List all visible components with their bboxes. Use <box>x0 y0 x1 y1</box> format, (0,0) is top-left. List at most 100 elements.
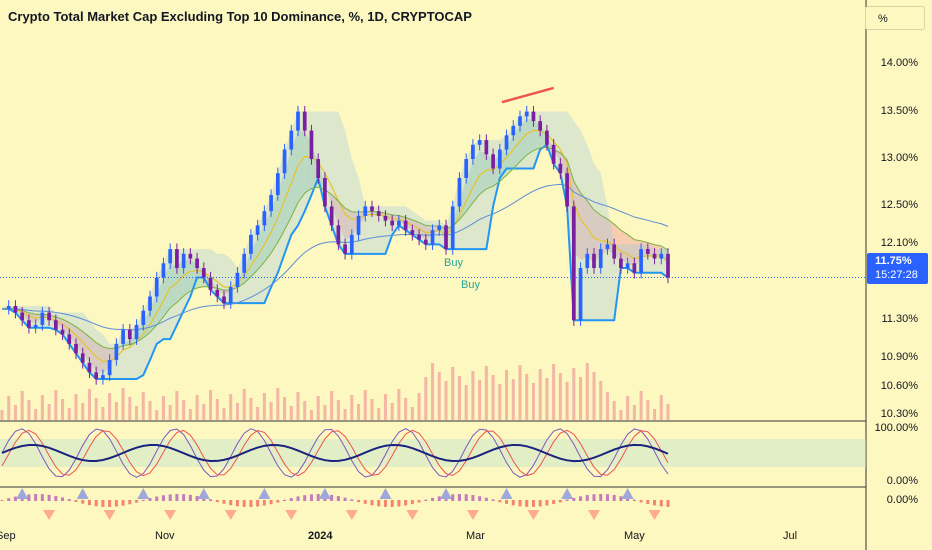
volume-bar <box>639 391 643 420</box>
last-price-value: 11.75% <box>875 255 912 267</box>
candle-body <box>27 320 31 328</box>
candle-body <box>464 159 469 178</box>
volume-bar <box>121 388 125 420</box>
candle-body <box>504 135 509 150</box>
candle-body <box>67 334 72 344</box>
momentum-down-marker <box>345 510 358 520</box>
momentum-bar <box>61 497 65 501</box>
moving-average-lines <box>1 130 669 363</box>
momentum-bar <box>235 500 239 507</box>
volume-bar <box>451 367 455 420</box>
candle-body <box>484 140 489 155</box>
candle-body <box>659 253 664 259</box>
volume-bar <box>579 377 583 420</box>
momentum-bar <box>309 494 313 501</box>
ribbon-segment <box>580 192 588 261</box>
ma-long-line <box>1 183 669 331</box>
volume-bar <box>404 398 408 420</box>
volume-bar <box>74 394 78 420</box>
candle-body <box>625 263 630 269</box>
momentum-bar <box>565 499 569 501</box>
ribbon-segment <box>69 322 76 346</box>
momentum-bar <box>262 500 266 506</box>
momentum-bar <box>357 500 361 503</box>
volume-bar <box>390 403 394 420</box>
momentum-bar <box>148 498 152 501</box>
candle-body <box>477 140 482 145</box>
y-tick-label: 10.90% <box>880 351 918 364</box>
candle-body <box>154 277 159 297</box>
momentum-bar <box>54 495 58 501</box>
candle-body <box>565 173 569 207</box>
volume-bar <box>0 410 4 420</box>
candle-body <box>168 249 173 264</box>
volume-bar <box>538 369 542 420</box>
momentum-bar <box>283 499 287 501</box>
volume-bar <box>283 397 287 420</box>
y-tick-label: 11.30% <box>881 313 919 326</box>
kumo-cloud <box>2 111 669 380</box>
volume-bar <box>383 394 387 420</box>
volume-bar <box>350 395 354 420</box>
momentum-down-marker <box>164 510 177 520</box>
momentum-bar <box>457 494 461 501</box>
volume-bar <box>262 393 266 420</box>
candle-body <box>188 253 193 259</box>
momentum-bar <box>40 494 44 501</box>
candle-body <box>430 230 435 245</box>
volume-bars <box>0 363 670 420</box>
candle-body <box>390 220 395 226</box>
ribbon-segment <box>459 179 467 220</box>
momentum-bar <box>437 496 441 501</box>
momentum-bar <box>343 497 347 501</box>
candle-body <box>6 305 11 309</box>
momentum-bar <box>363 500 367 504</box>
candle-body <box>605 244 610 250</box>
y-tick-label: 13.00% <box>880 152 918 165</box>
momentum-down-marker <box>466 510 479 520</box>
unit-selector-button[interactable]: % <box>865 6 925 30</box>
ribbon-segment <box>587 200 594 263</box>
ribbon-segment <box>472 151 480 203</box>
volume-bar <box>94 398 98 420</box>
candle-body <box>585 253 590 269</box>
momentum-bar <box>168 494 172 501</box>
momentum-up-marker <box>318 488 331 499</box>
volume-bar <box>632 405 636 420</box>
volume-bar <box>161 396 165 420</box>
candle-body <box>349 234 354 254</box>
candle-body <box>53 320 58 330</box>
ribbon-segment <box>298 130 305 203</box>
momentum-bar <box>296 496 300 501</box>
buy-signal-label: Buy <box>444 257 463 269</box>
volume-bar <box>67 408 71 420</box>
ribbon-segment <box>520 118 527 162</box>
candle-body <box>598 249 603 269</box>
volume-bar <box>505 370 509 420</box>
volume-bar <box>135 406 139 420</box>
momentum-bar <box>121 500 125 506</box>
volume-bar <box>417 393 421 420</box>
candle-body <box>619 258 623 269</box>
momentum-bar <box>619 496 623 501</box>
candle-body <box>545 130 549 145</box>
candle-body <box>571 206 576 321</box>
momentum-bar <box>34 494 38 501</box>
volume-bar <box>222 408 226 420</box>
candle-body <box>296 111 300 131</box>
momentum-down-marker <box>588 510 600 520</box>
candle-body <box>242 253 247 273</box>
volume-bar <box>552 364 556 420</box>
momentum-bar <box>431 497 435 501</box>
momentum-bar <box>13 496 17 501</box>
volume-bar <box>47 404 51 420</box>
volume-bar <box>437 372 441 420</box>
candle-body <box>370 206 374 212</box>
candle-body <box>121 329 125 344</box>
candle-body <box>376 211 381 216</box>
volume-bar <box>229 394 233 420</box>
volume-bar <box>114 402 118 420</box>
resistance-trendline <box>501 86 554 104</box>
momentum-bar <box>505 500 509 504</box>
